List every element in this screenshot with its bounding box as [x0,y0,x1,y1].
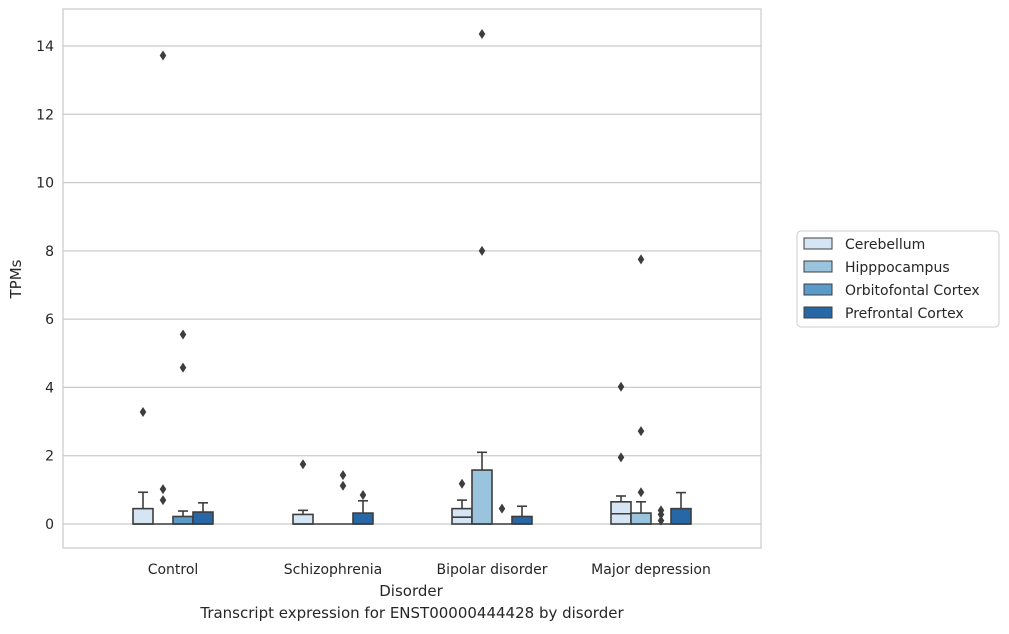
box [352,512,374,525]
box-group [153,50,173,525]
box-group [451,478,473,525]
box-group [471,29,493,525]
legend-swatch [803,237,833,250]
box-group [630,254,652,525]
outlier-point [339,480,347,491]
outlier-point [179,362,187,373]
outlier-point [159,484,167,495]
outlier-point [359,489,367,500]
legend-label: Cerebellum [845,237,925,253]
box [471,469,493,525]
outlier-point [617,452,625,463]
legend-label: Hipppocampus [845,260,950,276]
outlier-point [159,50,167,61]
box-group [352,489,374,525]
legend-label: Orbitofontal Cortex [845,283,980,299]
legend-swatch [803,260,833,273]
box-group [511,505,533,525]
outlier-point [478,29,486,40]
box-group [132,407,154,525]
outlier-point [179,329,187,340]
box-plot-boxes [132,29,692,526]
box-group [492,503,512,525]
box-group [292,459,314,525]
x-tick-label: Schizophrenia [284,562,382,578]
legend-frame [796,230,1000,328]
y-tick-label: 0 [45,517,54,533]
x-tick-label: Bipolar disorder [436,562,547,578]
y-tick-label: 10 [36,176,54,192]
outlier-point [498,503,506,514]
y-tick-label: 2 [45,449,54,465]
box-group [192,502,214,525]
outlier-point [339,470,347,481]
box [670,507,692,525]
y-tick-label: 4 [45,380,54,396]
outlier-point [299,459,307,470]
outlier-point [637,426,645,437]
y-tick-label: 8 [45,244,54,260]
gridlines [63,45,761,525]
outlier-point [139,407,147,418]
y-tick-label: 12 [36,107,54,123]
outlier-point [478,245,486,256]
outlier-point [617,381,625,392]
box-group [172,329,194,525]
y-axis-label: TPMs [7,259,25,299]
y-axis-ticks: 0 2 4 6 8 10 12 14 [36,39,54,533]
y-tick-label: 6 [45,312,54,328]
box [172,515,194,525]
y-tick-label: 14 [36,39,54,55]
x-axis-label: Disorder [379,582,443,600]
legend: Cerebellum Hipppocampus Orbitofontal Corte… [796,230,1000,328]
box-group [610,381,632,525]
box [192,511,214,525]
outlier-point [657,509,665,520]
box [451,507,473,525]
legend-label: Prefrontal Cortex [845,306,964,322]
outlier-point [159,495,167,506]
figure-caption: Transcript expression for ENST0000044442… [200,604,624,622]
box [511,515,533,525]
x-axis-ticks: Control Schizophrenia Bipolar disorder Majo… [148,562,711,578]
outlier-point [657,515,665,526]
box-group [670,491,692,525]
legend-swatch [803,283,833,296]
plot-area-frame [62,8,762,549]
outlier-point [637,487,645,498]
outlier-point [637,254,645,265]
legend-swatch [803,306,833,319]
box [132,507,154,525]
box [292,513,314,525]
x-tick-label: Major depression [591,562,711,578]
box [630,512,652,525]
box [610,501,632,525]
x-tick-label: Control [148,562,199,578]
outlier-point [458,478,466,489]
box-group [333,470,353,525]
box-group [651,505,671,526]
